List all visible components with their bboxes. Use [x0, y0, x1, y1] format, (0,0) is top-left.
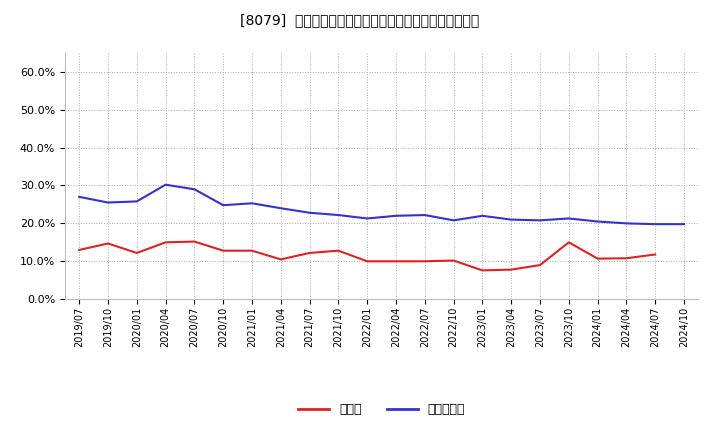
Text: [8079]  現頑金、有利子負債の総資産に対する比率の推移: [8079] 現頑金、有利子負債の総資産に対する比率の推移: [240, 13, 480, 27]
Legend: 現頑金, 有利子負債: 現頑金, 有利子負債: [293, 398, 470, 421]
